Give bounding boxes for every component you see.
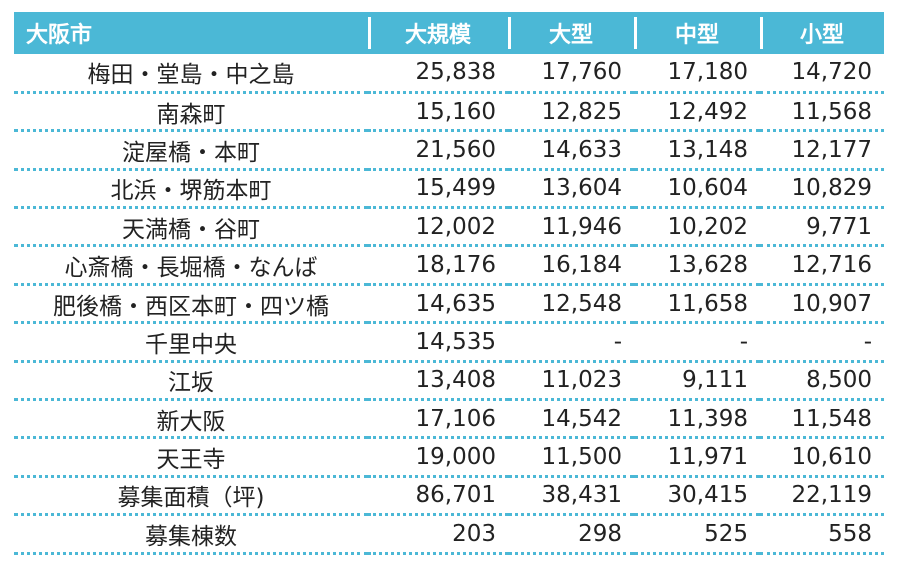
value-large-scale: 21,560 (415, 136, 496, 163)
value-small: 9,771 (806, 213, 872, 240)
table-row: 天王寺 19,000 11,500 11,971 10,610 (14, 438, 884, 477)
value-small: 8,500 (806, 367, 872, 394)
value-small: 12,716 (791, 252, 872, 279)
header-large: 大型 (508, 12, 634, 54)
area-name: 心斎橋・長堀橋・なんば (64, 255, 318, 282)
value-large: 16,184 (541, 252, 622, 279)
value-small: 10,907 (791, 290, 872, 317)
value-large-scale: 17,106 (415, 405, 496, 432)
value-medium: 13,628 (667, 252, 748, 279)
value-large: 17,760 (541, 59, 622, 86)
area-name: 募集棟数 (145, 523, 237, 550)
value-small: 10,610 (791, 444, 872, 471)
area-name: 新大阪 (156, 408, 226, 435)
rent-table-container: 大阪市 大規模 大型 中型 小型 梅田・堂島・中之島 25,838 17,760… (14, 12, 884, 555)
table-header: 大阪市 大規模 大型 中型 小型 (14, 12, 884, 54)
value-large: 12,548 (541, 290, 622, 317)
value-large-scale: 14,535 (415, 328, 496, 355)
value-medium: 17,180 (667, 59, 748, 86)
area-name: 南森町 (156, 101, 226, 128)
value-large: 11,023 (541, 367, 622, 394)
table-row-building-count: 募集棟数 203 298 525 558 (14, 515, 884, 554)
table-row: 千里中央 14,535 - - - (14, 323, 884, 362)
table-row: 南森町 15,160 12,825 12,492 11,568 (14, 92, 884, 131)
header-small: 小型 (760, 12, 884, 54)
area-name: 肥後橋・西区本町・四ツ橋 (53, 293, 329, 320)
value-large-scale: 15,160 (415, 98, 496, 125)
value-medium: 10,202 (667, 213, 748, 240)
value-large-scale: 14,635 (415, 290, 496, 317)
value-large-scale: 18,176 (415, 252, 496, 279)
value-small: 10,829 (791, 175, 872, 202)
header-large-scale: 大規模 (368, 12, 508, 54)
value-medium: 9,111 (682, 367, 748, 394)
table-row: 梅田・堂島・中之島 25,838 17,760 17,180 14,720 (14, 54, 884, 93)
value-large-scale: 13,408 (415, 367, 496, 394)
area-name: 天満橋・谷町 (122, 216, 260, 243)
value-medium: 11,971 (667, 444, 748, 471)
table-row: 北浜・堺筋本町 15,499 13,604 10,604 10,829 (14, 169, 884, 208)
value-large: 298 (578, 520, 622, 547)
value-large: 11,946 (541, 213, 622, 240)
area-name: 梅田・堂島・中之島 (87, 62, 295, 89)
value-large: 12,825 (541, 98, 622, 125)
value-large-scale: 15,499 (415, 175, 496, 202)
value-small: 11,568 (791, 98, 872, 125)
area-name: 募集面積（坪) (117, 485, 265, 512)
table-row: 新大阪 17,106 14,542 11,398 11,548 (14, 400, 884, 438)
value-medium: 11,658 (667, 290, 748, 317)
value-medium: 10,604 (667, 175, 748, 202)
value-large-scale: 203 (452, 520, 496, 547)
value-small: 14,720 (791, 59, 872, 86)
value-large: - (613, 328, 622, 355)
value-large: 11,500 (541, 444, 622, 471)
value-large-scale: 86,701 (415, 482, 496, 509)
table-body: 梅田・堂島・中之島 25,838 17,760 17,180 14,720 南森… (14, 54, 884, 554)
header-row: 大阪市 大規模 大型 中型 小型 (14, 12, 884, 54)
table-row: 心斎橋・長堀橋・なんば 18,176 16,184 13,628 12,716 (14, 246, 884, 285)
area-name: 千里中央 (145, 331, 237, 358)
table-row: 淀屋橋・本町 21,560 14,633 13,148 12,177 (14, 131, 884, 170)
value-small: 22,119 (791, 482, 872, 509)
area-name: 天王寺 (156, 447, 226, 474)
area-name: 北浜・堺筋本町 (110, 178, 272, 205)
value-medium: 525 (704, 520, 748, 547)
value-medium: 11,398 (667, 405, 748, 432)
rent-table: 大阪市 大規模 大型 中型 小型 梅田・堂島・中之島 25,838 17,760… (14, 12, 884, 555)
value-large: 14,633 (541, 136, 622, 163)
value-small: 12,177 (791, 136, 872, 163)
value-large-scale: 12,002 (415, 213, 496, 240)
value-small: 11,548 (791, 405, 872, 432)
value-large: 14,542 (541, 405, 622, 432)
area-name: 淀屋橋・本町 (122, 139, 260, 166)
table-row: 江坂 13,408 11,023 9,111 8,500 (14, 361, 884, 400)
value-small: - (863, 328, 872, 355)
table-row-total-area: 募集面積（坪) 86,701 38,431 30,415 22,119 (14, 476, 884, 515)
value-medium: 30,415 (667, 482, 748, 509)
value-medium: 12,492 (667, 98, 748, 125)
area-name: 江坂 (168, 370, 214, 397)
table-row: 肥後橋・西区本町・四ツ橋 14,635 12,548 11,658 10,907 (14, 284, 884, 323)
value-large: 13,604 (541, 175, 622, 202)
header-city: 大阪市 (26, 23, 93, 48)
value-small: 558 (828, 520, 872, 547)
value-large-scale: 25,838 (415, 59, 496, 86)
value-medium: 13,148 (667, 136, 748, 163)
value-large-scale: 19,000 (415, 444, 496, 471)
value-medium: - (739, 328, 748, 355)
header-medium: 中型 (634, 12, 760, 54)
table-row: 天満橋・谷町 12,002 11,946 10,202 9,771 (14, 208, 884, 246)
value-large: 38,431 (541, 482, 622, 509)
